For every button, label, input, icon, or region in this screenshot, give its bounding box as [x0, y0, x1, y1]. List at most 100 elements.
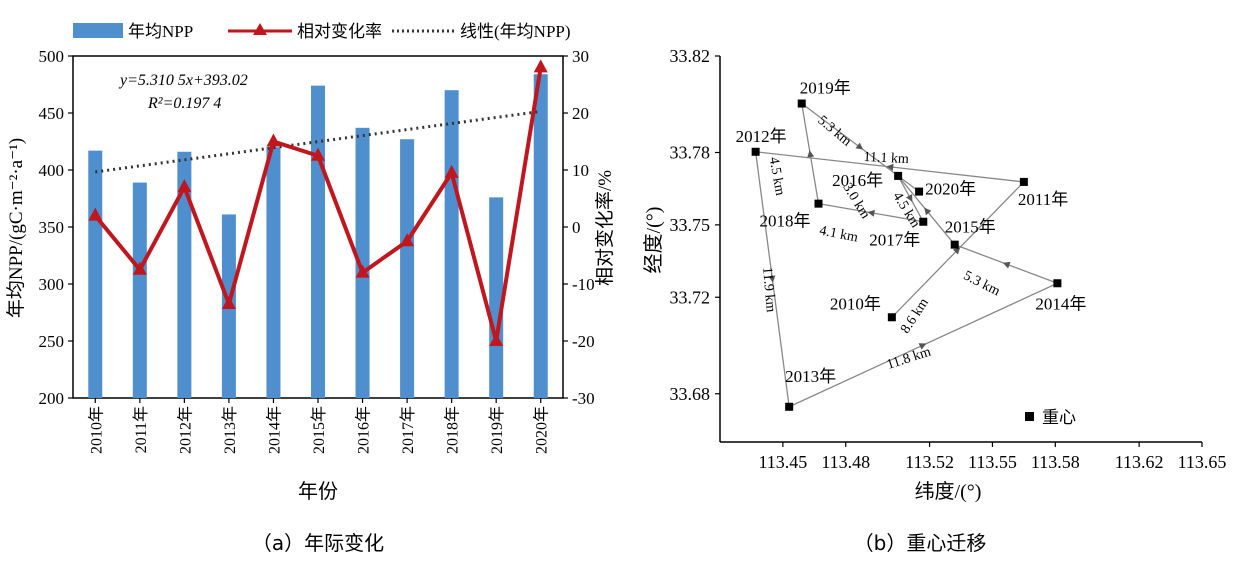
bar-2018年 — [444, 90, 459, 398]
point-label-2017年: 2017年 — [869, 231, 920, 250]
point-2017年 — [919, 217, 928, 226]
path-arrow-2015年-2016年 — [924, 207, 932, 216]
rate-marker-2018年 — [444, 164, 459, 178]
y-tick-label-left-300: 300 — [39, 275, 65, 294]
y-tick-label-b-33.75: 33.75 — [670, 215, 711, 235]
y-tick-label-left-450: 450 — [39, 104, 65, 123]
path-arrow-2013年-2014年 — [918, 343, 927, 350]
path-arrow-2017年-2018年 — [867, 209, 875, 217]
path-arrow-2010年-2011年 — [952, 247, 961, 255]
x-tick-label-2011年: 2011年 — [132, 406, 150, 453]
point-label-2014年: 2014年 — [1035, 294, 1086, 313]
x-tick-label-b-113.52: 113.52 — [905, 452, 954, 472]
x-tick-label-b-113.62: 113.62 — [1115, 452, 1164, 472]
x-tick-label-2013年: 2013年 — [221, 406, 239, 454]
x-tick-label-2012年: 2012年 — [176, 406, 194, 454]
point-label-2016年: 2016年 — [832, 171, 883, 190]
x-tick-label-b-113.45: 113.45 — [758, 452, 807, 472]
bar-2016年 — [355, 127, 370, 398]
y-tick-label-left-400: 400 — [39, 161, 65, 180]
rate-marker-2017年 — [400, 233, 415, 247]
y-tick-label-right-0: 0 — [572, 218, 581, 237]
rate-marker-2014年 — [266, 133, 281, 147]
rate-marker-2016年 — [355, 264, 370, 278]
point-2011年 — [1019, 177, 1028, 186]
distance-label-2013-2014: 11.8 km — [885, 344, 933, 372]
legend-label-npp: 年均NPP — [128, 22, 193, 41]
point-2020年 — [915, 187, 924, 196]
y-tick-label-right--30: -30 — [572, 389, 595, 408]
y-axis-label-b: 经度/(°) — [642, 207, 665, 274]
point-2014年 — [1053, 279, 1062, 288]
caption-a: （a）年际变化 — [252, 531, 384, 555]
distance-label-2019-2020: 5.3 km — [815, 113, 855, 150]
rate-marker-2019年 — [489, 333, 504, 346]
x-axis-label-a: 年份 — [298, 480, 338, 503]
bar-2010年 — [88, 150, 103, 398]
bar-2014年 — [266, 147, 281, 398]
center-label: 重心 — [1042, 408, 1076, 427]
y-tick-label-right-30: 30 — [572, 47, 589, 66]
distance-label-2014-2015: 5.3 km — [961, 268, 1003, 299]
x-tick-label-b-113.48: 113.48 — [821, 452, 870, 472]
distance-label-2010-2011: 8.6 km — [898, 296, 932, 337]
x-tick-label-2018年: 2018年 — [444, 406, 462, 454]
x-tick-label-b-113.65: 113.65 — [1178, 452, 1227, 472]
trend-equation: y=5.310 5x+393.02 — [118, 72, 248, 89]
x-tick-label-2016年: 2016年 — [355, 406, 373, 454]
y-tick-label-left-250: 250 — [39, 332, 65, 351]
point-2010年 — [887, 313, 896, 322]
x-tick-label-2019年: 2019年 — [488, 406, 506, 454]
x-tick-label-2015年: 2015年 — [310, 406, 328, 454]
rate-marker-2013年 — [221, 295, 236, 309]
rate-marker-2011年 — [132, 261, 147, 275]
rate-marker-2015年 — [311, 147, 325, 161]
bar-2012年 — [177, 151, 192, 398]
legend-label-rate: 相对变化率 — [297, 22, 382, 41]
bar-2019年 — [489, 197, 504, 398]
path-arrow-2014年-2015年 — [1002, 261, 1011, 269]
bar-2011年 — [132, 182, 147, 398]
legend-a: 年均NPP 相对变化率 线性(年均NPP) — [73, 22, 571, 41]
x-tick-label-2020年: 2020年 — [533, 406, 551, 454]
point-label-2019年: 2019年 — [800, 79, 851, 98]
path-arrow-2016年-2017年 — [905, 194, 913, 202]
point-2013年 — [785, 402, 794, 411]
center-marker — [1025, 412, 1034, 421]
y-axis-label-left: 年均NPP/(gC·m⁻²·a⁻¹) — [5, 138, 27, 318]
caption-b: （b）重心迁移 — [854, 531, 987, 555]
y-tick-label-right--20: -20 — [572, 332, 595, 351]
y-tick-label-b-33.78: 33.78 — [670, 143, 711, 163]
y-tick-label-right-20: 20 — [572, 104, 589, 123]
point-label-2018年: 2018年 — [759, 212, 810, 231]
point-label-2012年: 2012年 — [736, 127, 787, 146]
y-tick-label-left-350: 350 — [39, 218, 65, 237]
y-tick-label-b-33.68: 33.68 — [670, 384, 711, 404]
path-arrow-2018年-2019年 — [807, 150, 815, 158]
x-axis-label-b: 纬度/(°) — [915, 480, 982, 503]
point-label-2015年: 2015年 — [945, 218, 996, 237]
path-arrow-2012年-2013年 — [768, 275, 776, 283]
bar-2017年 — [400, 139, 415, 398]
y-tick-label-left-200: 200 — [39, 389, 65, 408]
point-label-2010年: 2010年 — [830, 294, 881, 313]
point-label-2013年: 2013年 — [785, 367, 836, 386]
x-tick-label-2014年: 2014年 — [265, 406, 283, 454]
rate-marker-2010年 — [88, 207, 103, 221]
rate-marker-2012年 — [177, 179, 192, 193]
y-tick-label-right--10: -10 — [572, 275, 595, 294]
y-tick-label-b-33.72: 33.72 — [670, 287, 711, 307]
point-label-2011年: 2011年 — [1018, 190, 1068, 209]
legend-label-trend: 线性(年均NPP) — [460, 22, 571, 41]
x-tick-label-2010年: 2010年 — [87, 406, 105, 454]
point-2015年 — [950, 240, 959, 249]
rate-marker-2020年 — [533, 59, 548, 73]
distance-label-2011-2012: 11.1 km — [863, 150, 909, 167]
distance-label-2018-2019: 4.5 km — [766, 156, 788, 197]
x-tick-label-b-113.55: 113.55 — [968, 452, 1017, 472]
path-arrow-2011年-2012年 — [886, 163, 894, 171]
y-axis-label-right: 相对变化率/% — [594, 170, 616, 286]
point-2019年 — [797, 99, 806, 108]
panel-b: 33.68 33.72 33.75 33.78 33.82 113.45 113.48 11… — [642, 46, 1226, 555]
